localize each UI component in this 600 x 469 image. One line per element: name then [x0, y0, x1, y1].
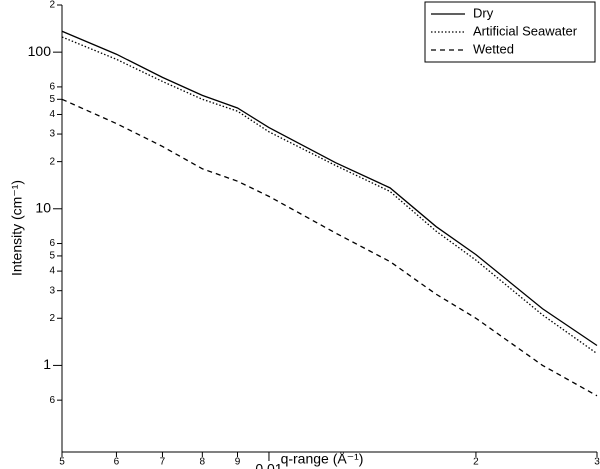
- x-tick-label: 8: [200, 457, 206, 468]
- y-tick-label: 2: [49, 313, 55, 324]
- legend-label: Wetted: [473, 41, 514, 56]
- x-tick-label: 7: [160, 457, 166, 468]
- x-tick-label: 5: [59, 457, 65, 468]
- x-axis-label: q-range (Å⁻¹): [281, 451, 364, 467]
- y-axis-label: Intensity (cm⁻¹): [9, 180, 25, 276]
- y-tick-label: 6: [49, 395, 55, 406]
- y-tick-label: 6: [49, 82, 55, 93]
- y-tick-label: 100: [28, 43, 52, 59]
- y-tick-label: 4: [49, 109, 55, 120]
- x-tick-label: 6: [114, 457, 120, 468]
- y-tick-label: 3: [49, 129, 55, 140]
- y-tick-label: 10: [35, 199, 51, 215]
- x-tick-label: 9: [235, 457, 241, 468]
- y-tick-label: 4: [49, 266, 55, 277]
- y-tick-label: 2: [49, 0, 55, 11]
- legend-label: Artificial Seawater: [473, 23, 578, 38]
- y-tick-label: 3: [49, 285, 55, 296]
- y-tick-label: 5: [49, 94, 55, 105]
- y-tick-label: 6: [49, 238, 55, 249]
- y-tick-label: 1: [43, 356, 51, 372]
- series-line: [61, 98, 598, 397]
- x-tick-label: 3: [594, 457, 600, 468]
- x-tick-label: 2: [473, 457, 479, 468]
- x-tick-label: 0.01: [255, 461, 282, 469]
- legend-label: Dry: [473, 5, 494, 20]
- series-line: [61, 36, 598, 355]
- series-line: [61, 30, 598, 347]
- y-tick-label: 5: [49, 251, 55, 262]
- y-tick-label: 2: [49, 156, 55, 167]
